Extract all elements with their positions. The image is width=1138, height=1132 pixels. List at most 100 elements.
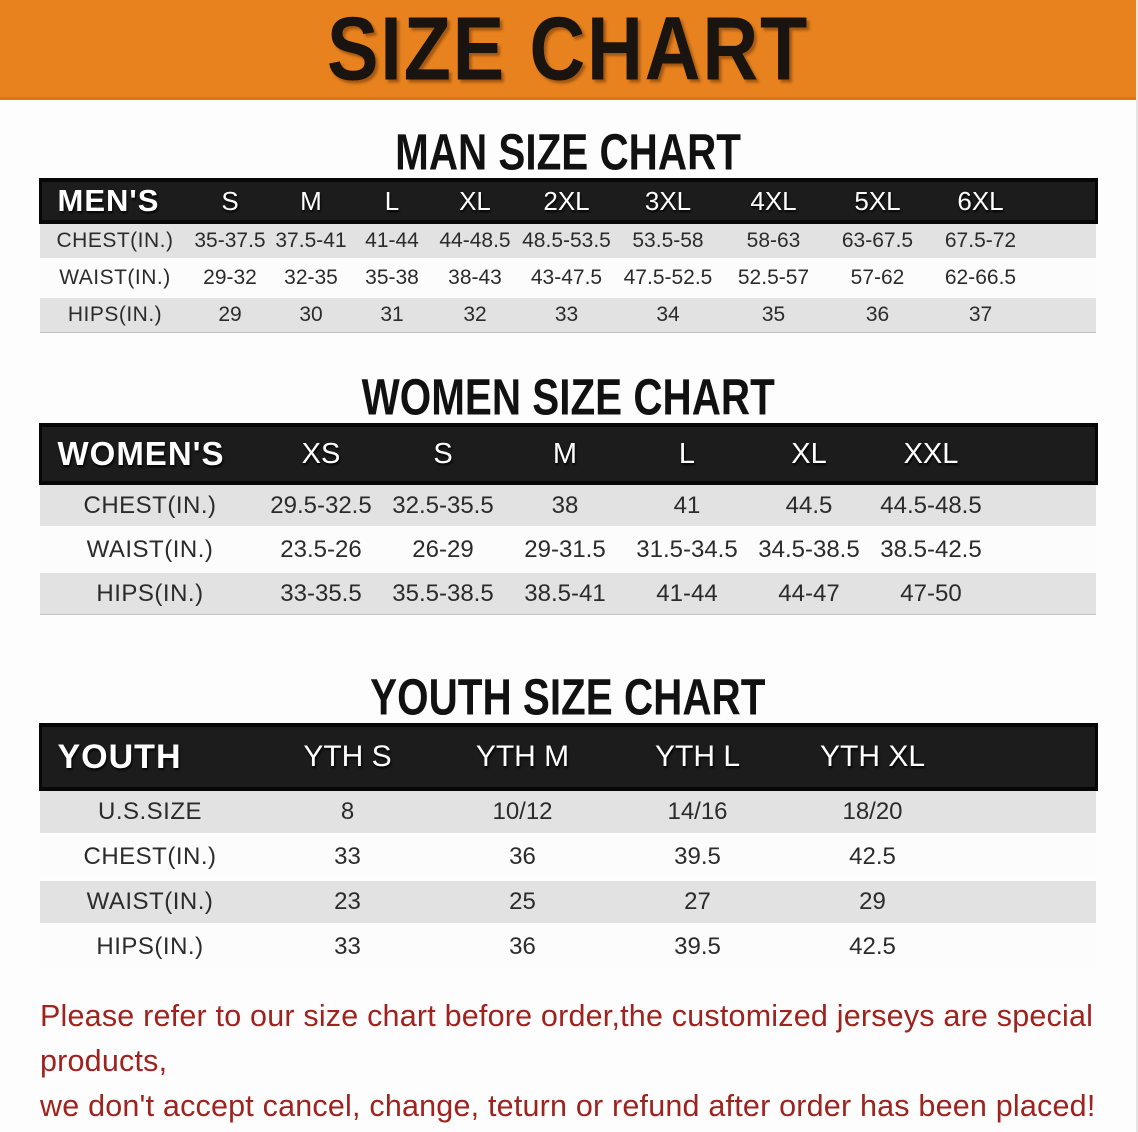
youth-size-chart-heading: YOUTH SIZE CHART: [0, 667, 1136, 726]
men-column-header: S: [190, 178, 270, 224]
size-value: 48.5-53.5: [518, 220, 615, 260]
size-value: 37: [929, 295, 1032, 333]
size-value: 58-63: [721, 220, 826, 260]
row-label: WAIST(IN.): [40, 878, 260, 925]
size-value: 34.5-38.5: [748, 526, 870, 572]
row-spacer: [992, 526, 1096, 572]
row-spacer: [1032, 295, 1096, 333]
size-value: 10/12: [435, 787, 610, 835]
size-value: 33: [518, 295, 615, 333]
size-value: 43-47.5: [518, 258, 615, 297]
men-column-header: 4XL: [721, 178, 826, 224]
table-row: CHEST(IN.) 33 36 39.5 42.5: [40, 833, 1096, 880]
size-value: 29: [190, 295, 270, 333]
table-row: CHEST(IN.) 35-37.5 37.5-41 41-44 44-48.5…: [40, 220, 1096, 260]
women-size-table: WOMEN'S XS S M L XL XXL CHEST(IN.) 29.5-…: [38, 423, 1098, 615]
women-size-chart-heading: WOMEN SIZE CHART: [0, 367, 1136, 426]
size-value: 23: [260, 878, 435, 925]
size-value: 33: [260, 923, 435, 968]
youth-column-header: YTH M: [435, 723, 610, 791]
row-label: WAIST(IN.): [40, 258, 190, 297]
men-header-row: MEN'S S M L XL 2XL 3XL 4XL 5XL 6XL: [38, 178, 1098, 224]
men-size-table: MEN'S S M L XL 2XL 3XL 4XL 5XL 6XL CHEST…: [38, 178, 1098, 333]
row-label: HIPS(IN.): [40, 570, 260, 615]
size-value: 31.5-34.5: [626, 526, 748, 572]
youth-column-header: YTH XL: [785, 723, 960, 791]
size-value: 25: [435, 878, 610, 925]
size-value: 35-38: [352, 258, 432, 297]
size-value: 18/20: [785, 787, 960, 835]
size-value: 67.5-72: [929, 220, 1032, 260]
size-value: 38-43: [432, 258, 518, 297]
size-value: 62-66.5: [929, 258, 1032, 297]
row-spacer: [960, 787, 1096, 835]
size-value: 41-44: [352, 220, 432, 260]
size-value: 41-44: [626, 570, 748, 615]
row-label: CHEST(IN.): [40, 833, 260, 880]
row-spacer: [1032, 220, 1096, 260]
size-value: 47.5-52.5: [615, 258, 721, 297]
size-value: 44.5-48.5: [870, 481, 992, 528]
women-header-row: WOMEN'S XS S M L XL XXL: [38, 423, 1098, 485]
table-row: HIPS(IN.) 33 36 39.5 42.5: [40, 923, 1096, 968]
size-value: 27: [610, 878, 785, 925]
size-value: 41: [626, 481, 748, 528]
men-column-header: 5XL: [826, 178, 929, 224]
row-spacer: [960, 878, 1096, 925]
size-value: 36: [435, 833, 610, 880]
man-size-chart-heading-text: MAN SIZE CHART: [395, 122, 741, 181]
row-spacer: [960, 923, 1096, 968]
size-value: 39.5: [610, 833, 785, 880]
header-spacer: [960, 723, 1098, 791]
table-row: WAIST(IN.) 29-32 32-35 35-38 38-43 43-47…: [40, 258, 1096, 297]
men-column-header: L: [352, 178, 432, 224]
table-row: CHEST(IN.) 29.5-32.5 32.5-35.5 38 41 44.…: [40, 481, 1096, 528]
youth-column-header: YTH S: [260, 723, 435, 791]
size-value: 29.5-32.5: [260, 481, 382, 528]
row-spacer: [992, 481, 1096, 528]
row-label: HIPS(IN.): [40, 295, 190, 333]
size-value: 57-62: [826, 258, 929, 297]
row-label: WAIST(IN.): [40, 526, 260, 572]
size-value: 30: [270, 295, 352, 333]
header-spacer: [1032, 178, 1098, 224]
header-spacer: [992, 423, 1098, 485]
size-chart-banner: SIZE CHART: [0, 0, 1136, 100]
size-value: 42.5: [785, 833, 960, 880]
women-column-header: XL: [748, 423, 870, 485]
order-policy-line-2: we don't accept cancel, change, teturn o…: [40, 1089, 1096, 1123]
order-policy-note: Please refer to our size chart before or…: [40, 994, 1110, 1129]
table-row: HIPS(IN.) 33-35.5 35.5-38.5 38.5-41 41-4…: [40, 570, 1096, 615]
table-row: WAIST(IN.) 23.5-26 26-29 29-31.5 31.5-34…: [40, 526, 1096, 572]
youth-size-chart-heading-text: YOUTH SIZE CHART: [370, 667, 766, 726]
youth-corner-label: YOUTH: [38, 723, 260, 791]
size-value: 32: [432, 295, 518, 333]
women-size-chart-heading-text: WOMEN SIZE CHART: [361, 367, 775, 426]
size-value: 36: [435, 923, 610, 968]
row-spacer: [1032, 258, 1096, 297]
women-column-header: L: [626, 423, 748, 485]
size-value: 44-48.5: [432, 220, 518, 260]
men-corner-label: MEN'S: [38, 178, 190, 224]
size-value: 53.5-58: [615, 220, 721, 260]
table-row: HIPS(IN.) 29 30 31 32 33 34 35 36 37: [40, 295, 1096, 333]
women-column-header: XXL: [870, 423, 992, 485]
table-row: U.S.SIZE 8 10/12 14/16 18/20: [40, 787, 1096, 835]
men-column-header: 6XL: [929, 178, 1032, 224]
size-value: 63-67.5: [826, 220, 929, 260]
size-value: 29-32: [190, 258, 270, 297]
order-policy-line-1: Please refer to our size chart before or…: [40, 999, 1094, 1078]
youth-size-table: YOUTH YTH S YTH M YTH L YTH XL U.S.SIZE …: [38, 723, 1098, 968]
size-value: 33-35.5: [260, 570, 382, 615]
women-column-header: M: [504, 423, 626, 485]
size-value: 47-50: [870, 570, 992, 615]
size-value: 34: [615, 295, 721, 333]
row-label: CHEST(IN.): [40, 220, 190, 260]
row-spacer: [960, 833, 1096, 880]
men-column-header: 2XL: [518, 178, 615, 224]
size-value: 32.5-35.5: [382, 481, 504, 528]
size-value: 42.5: [785, 923, 960, 968]
men-column-header: M: [270, 178, 352, 224]
size-value: 36: [826, 295, 929, 333]
row-label: CHEST(IN.): [40, 481, 260, 528]
